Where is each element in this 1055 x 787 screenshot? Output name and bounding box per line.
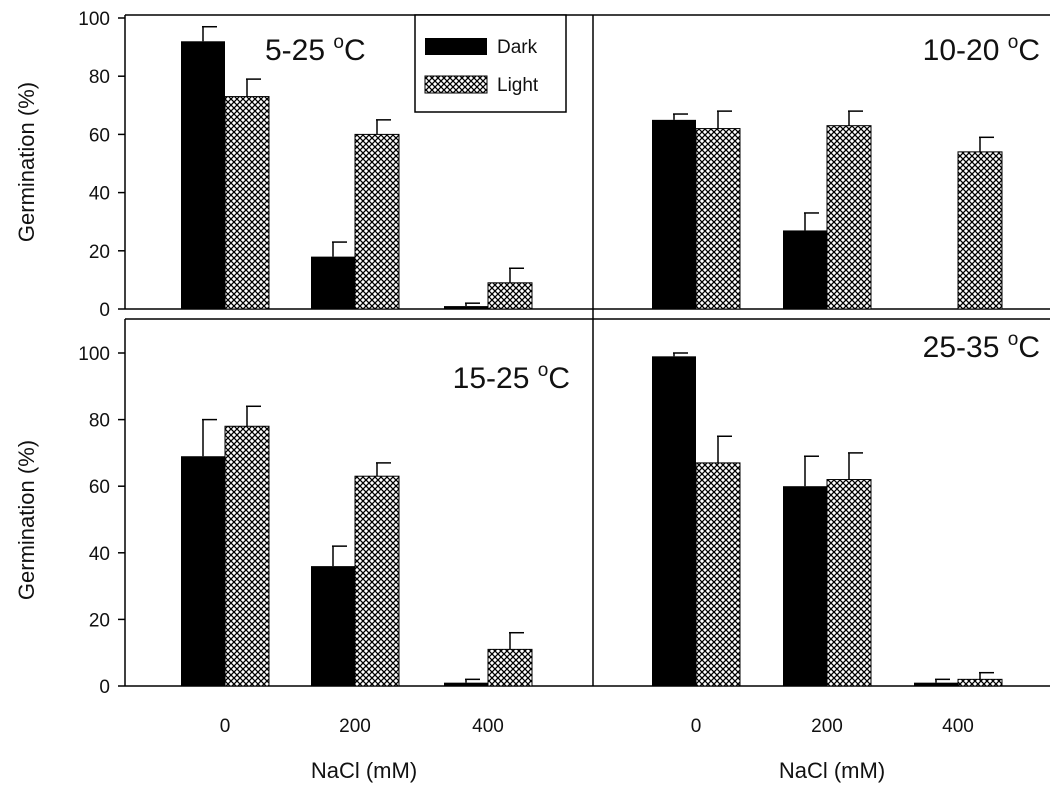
y-tick-label: 0	[99, 677, 110, 698]
bar-light	[224, 96, 270, 310]
panel-title-degree: o	[1008, 32, 1019, 53]
bar-dark	[444, 306, 488, 309]
y-tick-label: 60	[89, 477, 110, 498]
bar-light	[826, 479, 872, 687]
x-tick-label: 400	[472, 716, 504, 737]
legend-label-dark: Dark	[497, 37, 538, 58]
panel-title: 10-20 oC	[923, 32, 1040, 67]
y-tick-label: 80	[89, 411, 110, 432]
y-tick-label: 20	[89, 242, 110, 263]
panel-title-degree: o	[538, 360, 549, 381]
panel-title-range: 5-25	[265, 34, 333, 67]
legend-swatch-light	[424, 75, 488, 94]
y-tick-label: 100	[78, 344, 110, 365]
bar-light	[957, 151, 1003, 310]
panel-title-range: 15-25	[453, 362, 538, 395]
x-tick-label: 200	[339, 716, 371, 737]
x-tick-label: 0	[691, 716, 702, 737]
panel-title-degree: o	[1008, 329, 1019, 350]
legend-box	[414, 14, 567, 113]
bar-dark	[652, 119, 696, 309]
panel-title-unit: C	[1018, 34, 1040, 67]
bar-dark	[783, 486, 827, 686]
y-tick-label: 20	[89, 610, 110, 631]
x-axis-label-left: NaCl (mM)	[311, 758, 417, 783]
panel-title-unit: C	[1018, 331, 1040, 364]
y-axis-label-bottom: Germination (%)	[14, 440, 39, 600]
bar-dark	[652, 356, 696, 686]
y-tick-label: 0	[99, 300, 110, 321]
bar-light	[354, 475, 400, 687]
bar-light	[354, 133, 400, 310]
panel-title-unit: C	[548, 362, 570, 395]
panel-title: 5-25 oC	[265, 32, 366, 67]
y-tick-label: 60	[89, 125, 110, 146]
legend: Dark Light	[414, 14, 567, 113]
y-tick-label: 80	[89, 67, 110, 88]
y-tick-label: 100	[78, 9, 110, 30]
bar-dark	[181, 41, 225, 309]
x-tick-label: 200	[811, 716, 843, 737]
bar-light	[695, 128, 741, 310]
panel-title-range: 25-35	[923, 331, 1008, 364]
x-tick-label: 400	[942, 716, 974, 737]
panel-title: 25-35 oC	[923, 329, 1040, 364]
y-tick-label: 40	[89, 544, 110, 565]
bar-light	[957, 678, 1003, 687]
bar-dark	[181, 456, 225, 686]
bar-dark	[311, 566, 355, 686]
x-tick-labels: 0 200 400 0 200 400	[220, 716, 974, 737]
bar-light	[826, 125, 872, 310]
bar-light	[487, 282, 533, 310]
legend-swatch-dark	[425, 38, 487, 55]
panel-title-unit: C	[344, 34, 366, 67]
legend-label-light: Light	[497, 75, 539, 96]
y-tick-label: 40	[89, 184, 110, 205]
bar-dark	[914, 682, 958, 686]
bar-dark	[783, 230, 827, 309]
y-axis-bottom: 0 20 40 60 80 100	[78, 344, 125, 698]
bars-layer	[181, 25, 1003, 687]
x-axis-label-right: NaCl (mM)	[779, 758, 885, 783]
x-tick-label: 0	[220, 716, 231, 737]
panel-title-range: 10-20	[923, 34, 1008, 67]
bar-light	[224, 425, 270, 687]
bar-dark	[311, 256, 355, 309]
y-axis-label-top: Germination (%)	[14, 82, 39, 242]
panel-frames	[124, 14, 1050, 687]
bar-light	[695, 462, 741, 687]
y-axis-top: 0 20 40 60 80 100	[78, 9, 125, 321]
bar-dark	[444, 682, 488, 686]
panel-title: 15-25 oC	[453, 360, 570, 395]
bar-light	[487, 648, 533, 687]
panel-title-degree: o	[333, 32, 344, 53]
